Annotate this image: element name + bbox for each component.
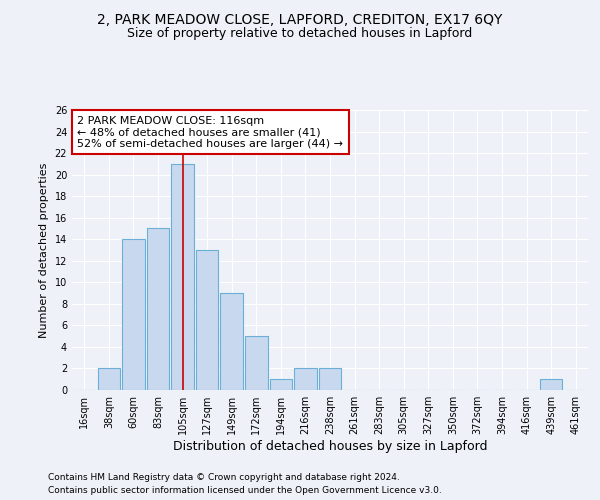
Bar	[269, 379, 292, 390]
Bar	[171, 164, 194, 390]
Bar	[220, 293, 243, 390]
Text: Contains HM Land Registry data © Crown copyright and database right 2024.: Contains HM Land Registry data © Crown c…	[48, 474, 400, 482]
Text: Size of property relative to detached houses in Lapford: Size of property relative to detached ho…	[127, 28, 473, 40]
Y-axis label: Number of detached properties: Number of detached properties	[39, 162, 49, 338]
Bar	[540, 379, 562, 390]
Bar	[294, 368, 317, 390]
Text: 2, PARK MEADOW CLOSE, LAPFORD, CREDITON, EX17 6QY: 2, PARK MEADOW CLOSE, LAPFORD, CREDITON,…	[97, 12, 503, 26]
Bar	[245, 336, 268, 390]
Bar	[122, 239, 145, 390]
Bar	[146, 228, 169, 390]
Text: Contains public sector information licensed under the Open Government Licence v3: Contains public sector information licen…	[48, 486, 442, 495]
X-axis label: Distribution of detached houses by size in Lapford: Distribution of detached houses by size …	[173, 440, 487, 453]
Bar	[98, 368, 120, 390]
Text: 2 PARK MEADOW CLOSE: 116sqm
← 48% of detached houses are smaller (41)
52% of sem: 2 PARK MEADOW CLOSE: 116sqm ← 48% of det…	[77, 116, 343, 149]
Bar	[319, 368, 341, 390]
Bar	[196, 250, 218, 390]
